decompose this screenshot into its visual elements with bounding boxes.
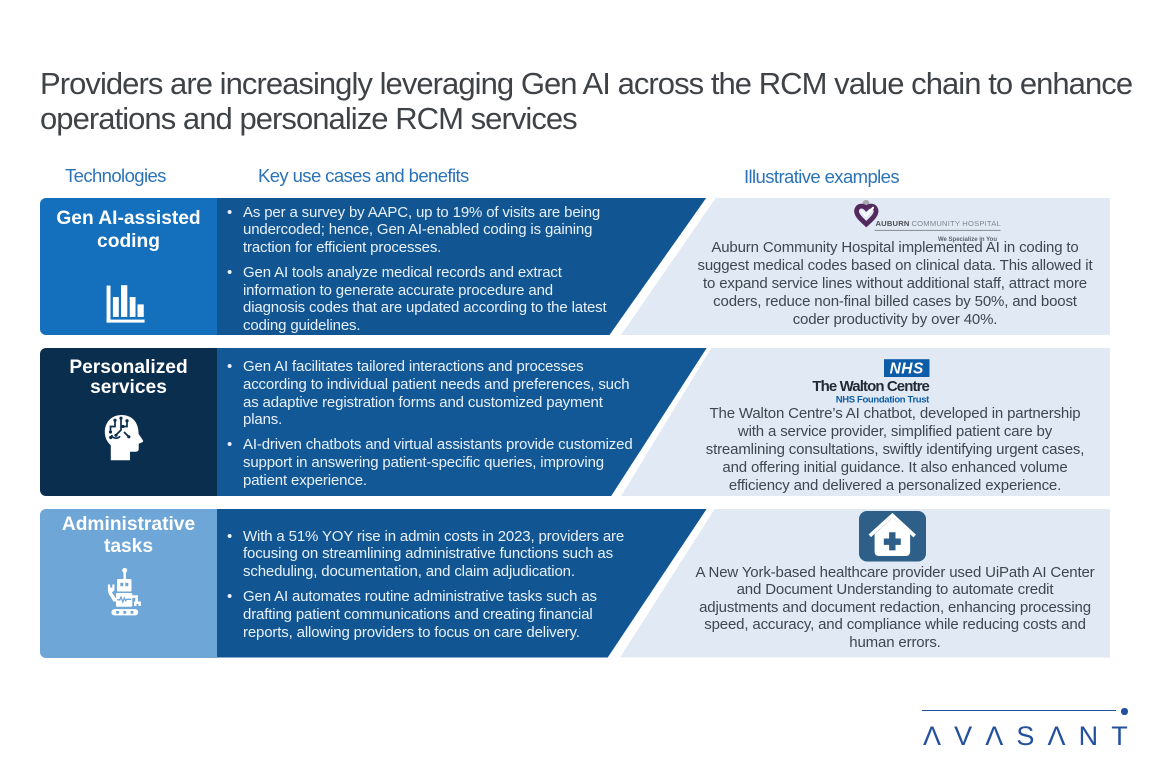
svg-text:AUBURN: AUBURN xyxy=(876,219,910,228)
svg-text:The Walton Centre: The Walton Centre xyxy=(812,378,929,395)
svg-text:COMMUNITY HOSPITAL: COMMUNITY HOSPITAL xyxy=(912,219,1001,228)
svg-text:NHS: NHS xyxy=(890,360,924,377)
svg-text:NHS Foundation Trust: NHS Foundation Trust xyxy=(836,394,930,405)
svg-text:We Specialize in You: We Specialize in You xyxy=(938,237,997,243)
